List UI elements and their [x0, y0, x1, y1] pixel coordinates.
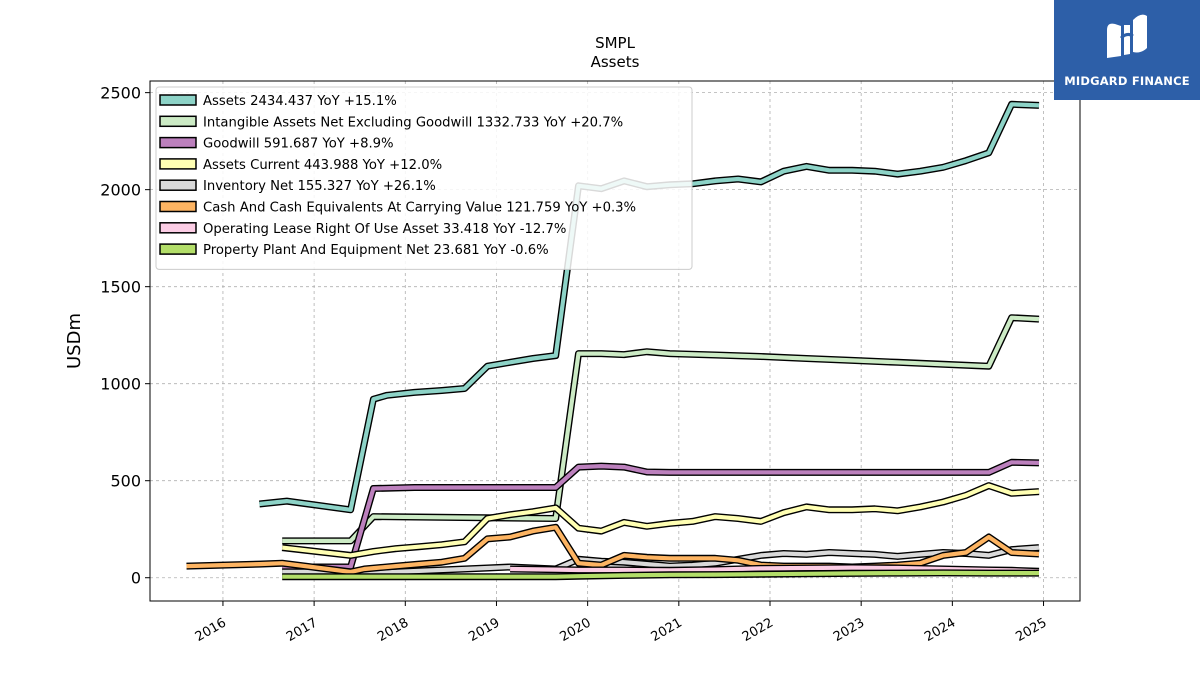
legend-entry: Goodwill 591.687 YoY +8.9%: [159, 136, 394, 152]
legend-entry: Intangible Assets Net Excluding Goodwill…: [159, 115, 623, 130]
legend-swatch: [159, 243, 197, 255]
plot-area-frame: [149, 80, 1081, 602]
y-tick-label: 1500: [100, 278, 141, 297]
x-tick-label: 2024: [922, 615, 958, 645]
legend-entry: Assets Current 443.988 YoY +12.0%: [159, 158, 442, 173]
x-tick-label: 2021: [649, 615, 685, 645]
legend-entry: Assets 2434.437 YoY +15.1%: [159, 94, 397, 109]
x-tick-label: 2025: [1013, 615, 1049, 645]
legend-label: Goodwill 591.687 YoY +8.9%: [203, 137, 394, 152]
legend-entry: Operating Lease Right Of Use Asset 33.41…: [159, 222, 566, 237]
legend-swatch: [159, 158, 197, 170]
series-line-3: [282, 458, 1040, 571]
chart-subtitle: Assets: [591, 53, 640, 71]
x-tick-label: 2022: [740, 615, 776, 645]
series-line-6: [186, 523, 1040, 576]
legend-label: Assets Current 443.988 YoY +12.0%: [203, 158, 442, 173]
legend-entry: Property Plant And Equipment Net 23.681 …: [159, 243, 549, 258]
series-line-2: [282, 314, 1040, 545]
legend-label: Cash And Cash Equivalents At Carrying Va…: [203, 201, 636, 216]
series-line-5: [282, 544, 1040, 577]
y-tick-label: 0: [131, 569, 141, 588]
legend-swatch: [159, 179, 197, 191]
x-tick-label: 2018: [375, 615, 411, 645]
x-tick-label: 2020: [557, 615, 593, 645]
legend-label: Inventory Net 155.327 YoY +26.1%: [203, 179, 436, 194]
x-tick-label: 2016: [193, 615, 229, 645]
legend-swatch: [159, 200, 197, 213]
legend-entry: Cash And Cash Equivalents At Carrying Va…: [159, 200, 636, 216]
legend-box: [155, 86, 693, 270]
legend-swatch: [159, 115, 197, 128]
series-lines: [186, 100, 1040, 581]
y-tick-label: 2500: [100, 84, 141, 103]
series-line-8: [282, 569, 1039, 581]
legend-swatch: [159, 222, 197, 234]
y-tick-label: 500: [110, 472, 141, 491]
y-axis: 0 500 1000 1500 2000 2500: [100, 84, 150, 588]
legend-entry: Inventory Net 155.327 YoY +26.1%: [159, 179, 436, 194]
y-axis-label: USDm: [64, 313, 85, 369]
series-line-4: [281, 482, 1040, 559]
legend-label: Property Plant And Equipment Net 23.681 …: [203, 243, 549, 258]
y-tick-label: 2000: [100, 181, 141, 200]
legend-label: Operating Lease Right Of Use Asset 33.41…: [203, 222, 566, 237]
midgard-finance-logo: MIDGARD FINANCE: [1054, 0, 1200, 100]
x-axis: 2016 2017 2018 2019 2020 2021 2022 2023 2024 2025: [193, 601, 1050, 645]
y-tick-label: 1000: [100, 375, 141, 394]
legend-swatch: [159, 136, 197, 149]
logo-text: MIDGARD FINANCE: [1064, 74, 1190, 88]
legend: Assets 2434.437 YoY +15.1% Intangible Ass…: [155, 86, 693, 270]
chart-title: SMPL: [595, 34, 636, 52]
x-tick-label: 2023: [831, 615, 867, 645]
legend-swatch: [159, 94, 197, 106]
x-tick-label: 2017: [284, 615, 320, 645]
midgard-logo-icon: [1101, 8, 1153, 70]
legend-label: Assets 2434.437 YoY +15.1%: [203, 94, 397, 109]
x-tick-label: 2019: [466, 615, 502, 645]
legend-label: Intangible Assets Net Excluding Goodwill…: [203, 115, 623, 130]
